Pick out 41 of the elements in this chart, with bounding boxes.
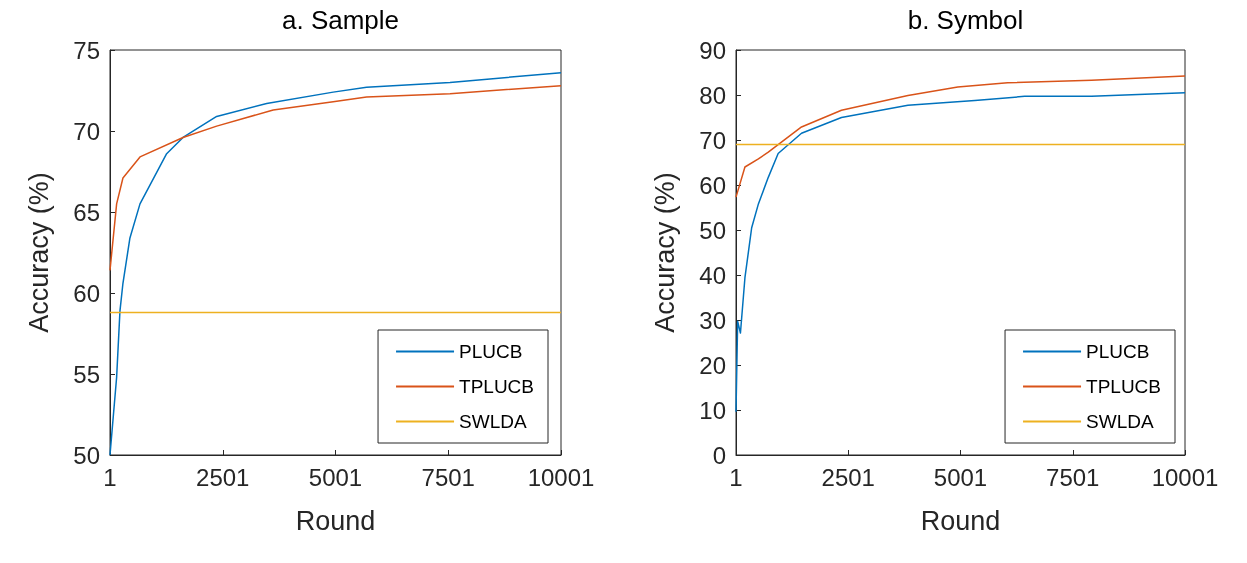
line-series: [735, 92, 1186, 413]
y-tick-label: 65: [73, 198, 100, 226]
chart-title: a. Sample: [281, 5, 400, 35]
x-tick-label: 1: [103, 463, 117, 491]
y-axis-title: Accuracy (%): [649, 172, 680, 333]
legend-label: TPLUCB: [459, 376, 535, 397]
y-tick-label: 60: [73, 279, 100, 307]
y-tick-label: 75: [73, 36, 100, 64]
legend-label: TPLUCB: [1086, 376, 1162, 397]
x-tick-label: 2501: [196, 463, 250, 491]
x-tick-label: 1: [729, 463, 743, 491]
x-tick-label: 2501: [821, 463, 875, 491]
line-series: [735, 75, 1186, 198]
y-tick-label: 20: [699, 351, 726, 379]
y-tick-label: 70: [699, 126, 726, 154]
y-axis-title: Accuracy (%): [23, 172, 54, 333]
x-axis-title: Round: [920, 505, 1001, 536]
x-tick-label: 5001: [933, 463, 988, 491]
legend-label: SWLDA: [1086, 411, 1154, 432]
x-axis-title: Round: [295, 505, 376, 536]
y-tick-label: 50: [699, 216, 726, 244]
x-tick-label: 10001: [1151, 463, 1219, 491]
y-tick-label: 55: [73, 360, 100, 388]
y-tick-label: 40: [699, 261, 726, 289]
y-tick-label: 90: [699, 36, 726, 64]
y-tick-label: 70: [73, 117, 100, 145]
x-tick-label: 5001: [308, 463, 363, 491]
x-tick-label: 10001: [527, 463, 595, 491]
legend-label: SWLDA: [459, 411, 527, 432]
y-tick-label: 10: [699, 396, 726, 424]
y-tick-label: 30: [699, 306, 726, 334]
y-tick-label: 50: [73, 441, 100, 469]
x-tick-label: 7501: [1046, 463, 1100, 491]
legend-label: PLUCB: [1086, 341, 1150, 362]
legend-label: PLUCB: [459, 341, 523, 362]
y-tick-label: 80: [699, 81, 726, 109]
line-series: [109, 84, 562, 272]
chart-title: b. Symbol: [907, 5, 1024, 35]
y-tick-label: 60: [699, 171, 726, 199]
x-tick-label: 7501: [421, 463, 475, 491]
y-tick-label: 0: [712, 441, 726, 469]
